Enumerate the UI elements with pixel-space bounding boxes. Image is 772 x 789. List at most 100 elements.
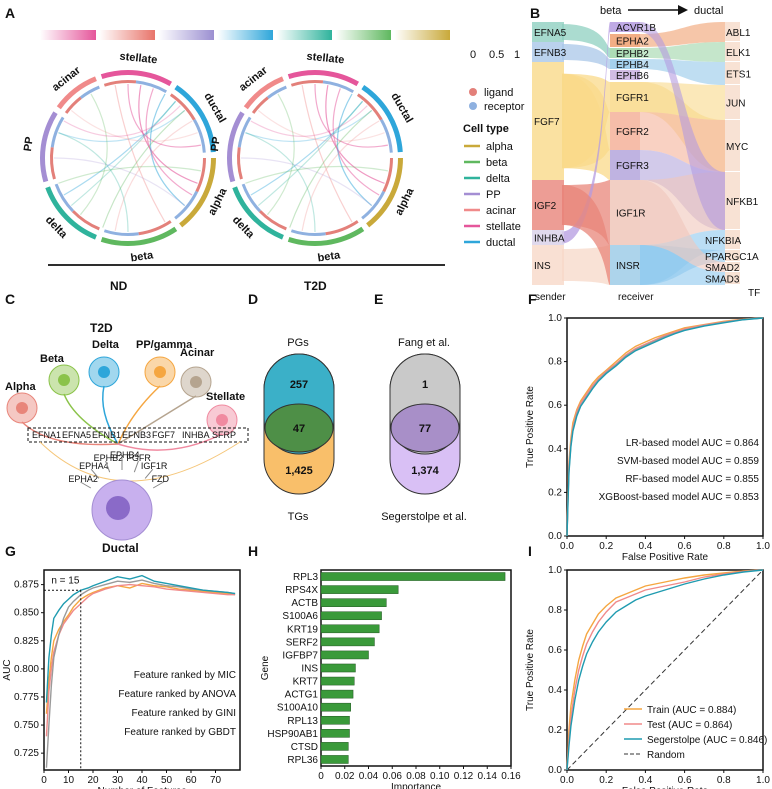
receptor-node [610,70,640,80]
tf-node [725,230,740,249]
signal-line [63,393,119,445]
lr-ring-segment [258,210,287,231]
legend-ligand: ligand [484,87,513,99]
scale-tick: 0.5 [489,49,504,61]
bar [320,702,351,712]
ligand-node [532,62,564,180]
receptor-label-EPHB6: EPHB6 [616,71,649,82]
sankey-flow-ligand [562,44,610,69]
series-line [566,317,764,537]
chord-ribbon [58,109,186,143]
color-gradient-bar [394,30,450,40]
cell-label-Acinar: Acinar [180,347,215,359]
sector-arc-ductal [361,85,403,153]
tf-label-NFKBIA: NFKBIA [705,236,741,247]
receptor-label-ACVR1B: ACVR1B [616,23,656,34]
bar-label: RPL3 [293,572,318,583]
chord-ribbon [314,83,388,148]
y-tick-label: 0.750 [14,720,39,731]
receptor-node [610,112,640,150]
receptor-node [610,150,640,180]
legend-entry: Feature ranked by MIC [134,670,236,681]
receptor-stalk [133,460,139,473]
bar [320,598,387,607]
legend-item-PP: PP [486,189,501,201]
bar [320,650,369,660]
lr-ring-segment [266,85,287,99]
sector-arc-alpha [366,158,403,228]
lr-ring-segment [322,80,354,94]
ligand-box [27,427,249,443]
lr-ring-segment [50,116,65,148]
legend-item-alpha: alpha [486,141,514,153]
x-tick-label: 60 [185,775,197,786]
signal-line [102,385,119,445]
signal-line [117,385,161,445]
y-tick-label: 0.2 [548,725,562,736]
cell-label-Alpha: Alpha [5,381,36,393]
receptor-label-EPHB4: EPHB4 [616,60,649,71]
tf-node [725,262,740,271]
y-axis-label: AUC [2,659,13,680]
color-gradient-bar [158,30,214,40]
lr-ring-segment [379,119,393,153]
color-gradient-bar [276,30,332,40]
x-tick-label: 0.06 [383,771,403,782]
chord-ribbon [257,100,364,207]
x-axis-label: Importance [391,782,441,789]
venn-bottom-label: TGs [288,511,309,523]
bar [320,624,380,634]
x-tick-label: 0.8 [717,541,731,552]
sender-label: sender [535,292,566,303]
x-tick-label: 20 [87,775,99,786]
y-axis-label: Gene [260,655,271,680]
chord-ribbon [245,109,373,143]
y-tick-label: 1.0 [548,313,562,324]
lr-ring-segment [103,229,139,236]
lr-ring-segment [237,147,243,180]
bar [320,663,356,673]
legend-entry: RF-based model AUC = 0.855 [625,474,759,485]
chord-ribbon [63,100,177,196]
tf-node [725,42,740,61]
receptor-label: EPHA4 [79,461,109,471]
x-tick-label: 0.0 [560,775,574,786]
lr-ring-segment [71,210,100,231]
panel-e: Fang et al. 1 77 1,374 Segerstolpe et al. [381,337,467,523]
chord-ribbon [301,120,380,231]
receptor-node [610,48,640,58]
receptor-label-EPHB2: EPHB2 [616,49,649,60]
x-tick-label: 0.14 [478,771,498,782]
x-tick-label: 0.8 [717,775,731,786]
legend-entry: LR-based model AUC = 0.864 [626,438,760,449]
cell-nucleus [154,366,166,378]
sankey-flow-ligand [562,22,610,244]
venn-overlap-count: 77 [419,423,431,435]
lr-ring-segment [192,119,206,153]
series-line [566,569,764,771]
series-line [566,569,764,771]
venn-bottom-label: Segerstolpe et al. [381,511,467,523]
sankey-flow-ligand [562,245,610,285]
lr-ring-segment [138,220,172,236]
panel-a: 0 0.5 1stellateductalalphabetadeltaPPacina… [22,30,525,293]
y-tick-label: 0.0 [548,531,562,542]
x-tick-label: 0.2 [599,775,613,786]
receptor-label: IGF1R [141,461,168,471]
sector-label-stellate: stellate [306,51,345,67]
sector-arc-acinar [56,76,97,110]
x-tick-label: 0 [41,775,47,786]
receptor-stalk [105,460,111,473]
plot-frame [566,569,764,771]
panel-label-G: G [5,543,16,559]
tf-node [725,250,740,261]
tf-label-ABL1: ABL1 [726,28,751,39]
chord-ribbon [257,109,385,143]
x-tick-label: 0.6 [678,541,692,552]
legend-entry: Feature ranked by GINI [132,708,237,719]
sankey-flow-receptor [640,59,725,85]
series-line [566,317,764,537]
venn-top-count: 1 [422,379,428,391]
y-tick-label: 0.2 [548,487,562,498]
cell-label-Beta: Beta [40,353,65,365]
